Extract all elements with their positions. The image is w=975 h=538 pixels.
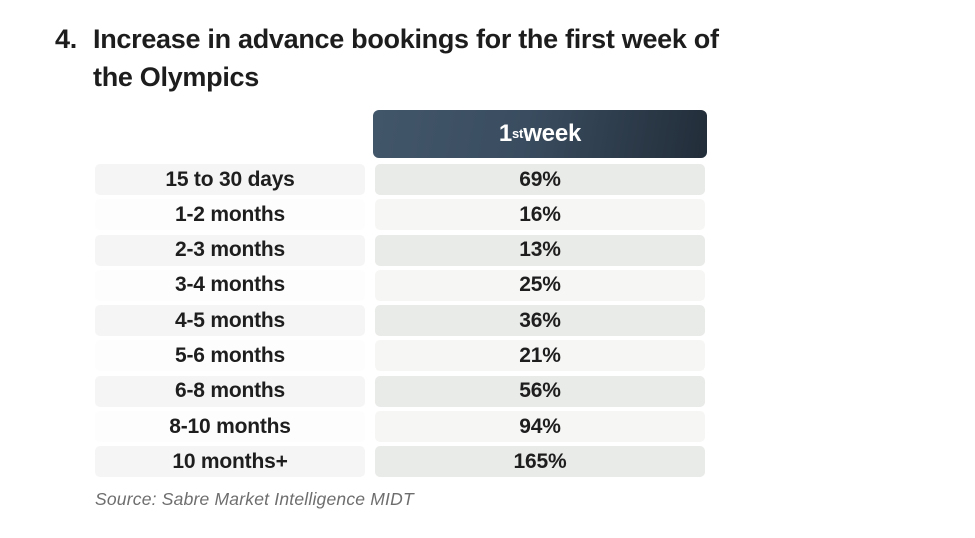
first-week-value-column: 69% 16% 13% 25% 36% 21% 56% 94% 165%: [375, 164, 705, 478]
row-value: 36%: [375, 305, 705, 337]
row-value: 25%: [375, 269, 705, 301]
row-value: 13%: [375, 234, 705, 266]
row-label: 10 months+: [95, 446, 365, 478]
header-number: 1: [498, 120, 513, 147]
title-line-1: Increase in advance bookings for the fir…: [93, 24, 719, 54]
title-text: Increase in advance bookings for the fir…: [93, 20, 719, 96]
row-value: 69%: [375, 164, 705, 195]
row-label: 1-2 months: [95, 199, 365, 231]
row-label: 4-5 months: [95, 305, 365, 337]
header-word: week: [523, 120, 582, 147]
title-number: 4.: [55, 24, 77, 54]
row-label: 5-6 months: [95, 340, 365, 372]
row-value: 94%: [375, 411, 705, 443]
row-value: 16%: [375, 199, 705, 231]
row-label: 8-10 months: [95, 411, 365, 443]
booking-period-column: 15 to 30 days 1-2 months 2-3 months 3-4 …: [95, 164, 365, 478]
row-label: 2-3 months: [95, 234, 365, 266]
row-label: 15 to 30 days: [95, 164, 365, 195]
title-line-2: the Olympics: [93, 62, 259, 92]
row-value: 56%: [375, 375, 705, 407]
row-label: 6-8 months: [95, 375, 365, 407]
page-title: 4. Increase in advance bookings for the …: [55, 20, 719, 96]
row-value: 21%: [375, 340, 705, 372]
row-label: 3-4 months: [95, 269, 365, 301]
row-value: 165%: [375, 446, 705, 478]
source-note: Source: Sabre Market Intelligence MIDT: [95, 489, 414, 509]
